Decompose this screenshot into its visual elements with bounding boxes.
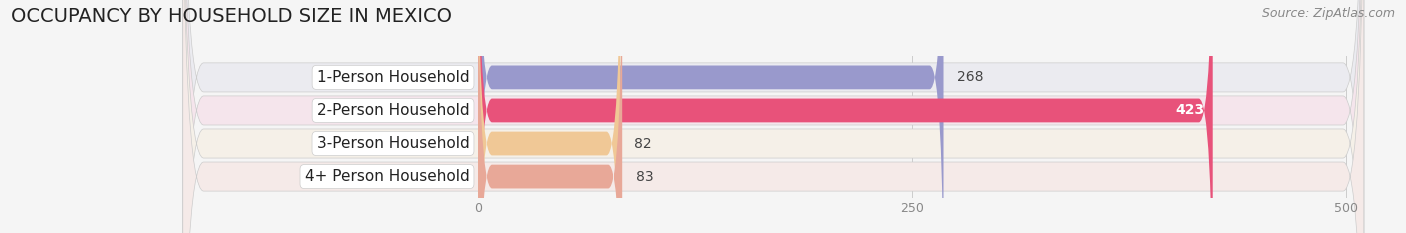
FancyBboxPatch shape <box>478 0 620 233</box>
Text: 2-Person Household: 2-Person Household <box>316 103 470 118</box>
Text: OCCUPANCY BY HOUSEHOLD SIZE IN MEXICO: OCCUPANCY BY HOUSEHOLD SIZE IN MEXICO <box>11 7 453 26</box>
FancyBboxPatch shape <box>183 0 1364 233</box>
Text: 83: 83 <box>636 170 654 184</box>
FancyBboxPatch shape <box>478 0 1213 233</box>
Text: 4+ Person Household: 4+ Person Household <box>305 169 470 184</box>
Text: 3-Person Household: 3-Person Household <box>316 136 470 151</box>
FancyBboxPatch shape <box>478 0 943 233</box>
Text: 423: 423 <box>1175 103 1204 117</box>
FancyBboxPatch shape <box>183 0 1364 233</box>
Text: Source: ZipAtlas.com: Source: ZipAtlas.com <box>1261 7 1395 20</box>
FancyBboxPatch shape <box>183 0 1364 233</box>
FancyBboxPatch shape <box>478 0 623 233</box>
FancyBboxPatch shape <box>183 0 1364 233</box>
Text: 82: 82 <box>634 137 652 151</box>
Text: 268: 268 <box>957 70 984 84</box>
Text: 1-Person Household: 1-Person Household <box>316 70 470 85</box>
